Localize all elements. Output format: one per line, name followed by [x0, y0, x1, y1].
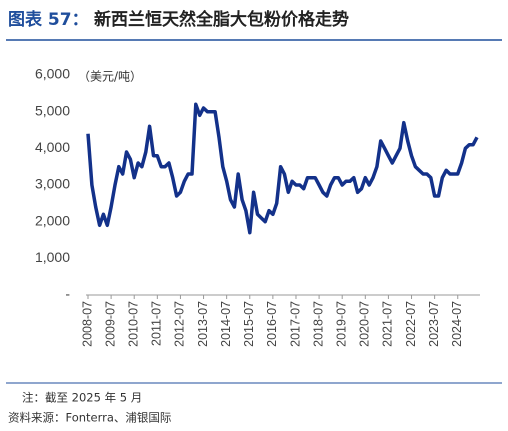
x-tick-label: 2012-07	[173, 301, 187, 347]
y-tick-label: 3,000	[35, 176, 70, 192]
x-tick-label: 2008-07	[80, 301, 94, 347]
x-tick-label: 2011-07	[150, 301, 164, 346]
x-tick-label: 2015-07	[242, 301, 256, 347]
y-axis-label: （美元/吨）	[78, 70, 142, 84]
chart-label: 图表 57：	[8, 9, 89, 30]
y-tick-label: -	[65, 286, 70, 302]
x-tick-label: 2016-07	[265, 301, 279, 347]
x-tick-label: 2018-07	[311, 301, 325, 347]
x-tick-label: 2024-07	[450, 301, 464, 347]
x-tick-label: 2021-07	[381, 301, 395, 347]
data-line	[86, 102, 479, 235]
y-tick-label: 4,000	[35, 139, 70, 155]
x-tick-label: 2022-07	[404, 301, 418, 347]
y-tick-label: 5,000	[35, 102, 70, 118]
note: 注：截至 2025 年 5 月	[22, 391, 142, 405]
chart-title: 新西兰恒天然全脂大包粉价格走势	[94, 9, 349, 30]
x-tick-label: 2013-07	[196, 301, 210, 347]
x-tick-label: 2010-07	[127, 301, 141, 347]
x-tick-label: 2019-07	[334, 301, 348, 347]
y-tick-label: 2,000	[35, 212, 70, 228]
source: 资料来源：Fonterra、浦银国际	[8, 411, 171, 425]
x-tick-label: 2020-07	[358, 301, 372, 347]
y-tick-label: 6,000	[35, 66, 70, 82]
x-tick-label: 2023-07	[427, 301, 441, 347]
x-tick-label: 2009-07	[103, 301, 117, 347]
x-tick-label: 2017-07	[288, 301, 302, 347]
y-tick-label: 1,000	[35, 249, 70, 265]
x-tick-label: 2014-07	[219, 301, 233, 347]
